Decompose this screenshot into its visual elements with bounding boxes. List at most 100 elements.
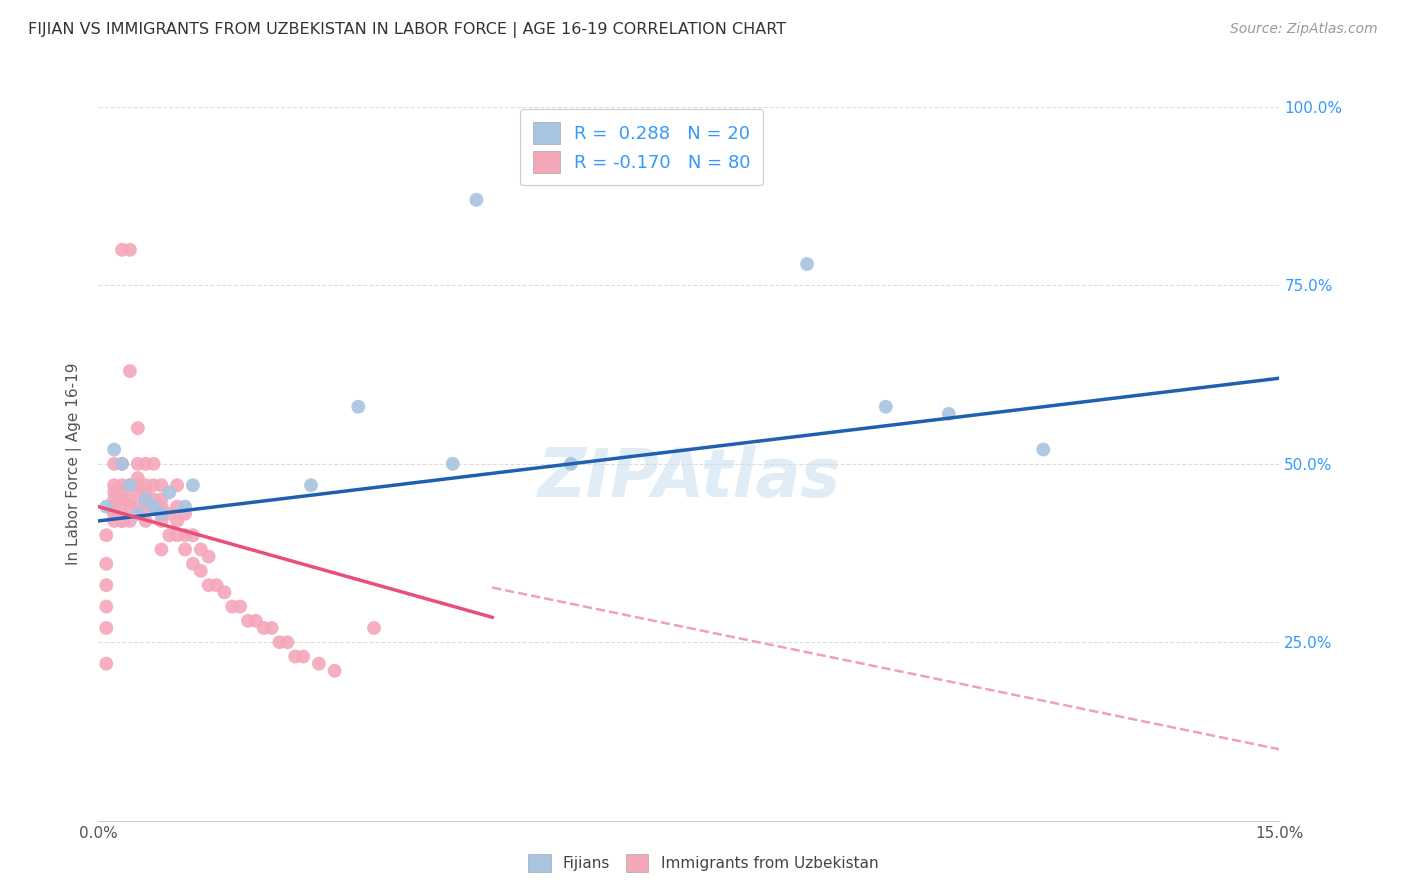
Text: Source: ZipAtlas.com: Source: ZipAtlas.com bbox=[1230, 22, 1378, 37]
Point bbox=[1032, 442, 1054, 457]
Point bbox=[150, 500, 173, 514]
Point bbox=[166, 500, 188, 514]
Point bbox=[276, 635, 298, 649]
Point bbox=[157, 528, 180, 542]
Point bbox=[221, 599, 243, 614]
Point bbox=[103, 442, 125, 457]
Point bbox=[96, 557, 118, 571]
Point bbox=[284, 649, 307, 664]
Point bbox=[157, 485, 180, 500]
Point bbox=[150, 478, 173, 492]
Point bbox=[127, 500, 149, 514]
Point bbox=[142, 500, 165, 514]
Point bbox=[127, 421, 149, 435]
Point bbox=[938, 407, 960, 421]
Point bbox=[111, 492, 134, 507]
Point bbox=[127, 478, 149, 492]
Point bbox=[127, 471, 149, 485]
Point bbox=[111, 514, 134, 528]
Point bbox=[166, 514, 188, 528]
Point bbox=[260, 621, 283, 635]
Point bbox=[150, 492, 173, 507]
Point bbox=[560, 457, 582, 471]
Point bbox=[103, 500, 125, 514]
Point bbox=[127, 485, 149, 500]
Point bbox=[118, 514, 141, 528]
Point bbox=[323, 664, 346, 678]
Point bbox=[135, 500, 157, 514]
Point bbox=[135, 514, 157, 528]
Point bbox=[103, 514, 125, 528]
Point bbox=[127, 507, 149, 521]
Point bbox=[135, 485, 157, 500]
Point bbox=[150, 542, 173, 557]
Point bbox=[205, 578, 228, 592]
Legend: Fijians, Immigrants from Uzbekistan: Fijians, Immigrants from Uzbekistan bbox=[520, 846, 886, 880]
Point bbox=[299, 478, 322, 492]
Point bbox=[135, 492, 157, 507]
Point bbox=[103, 500, 125, 514]
Point bbox=[118, 500, 141, 514]
Point bbox=[150, 507, 173, 521]
Point bbox=[197, 549, 219, 564]
Point bbox=[174, 528, 197, 542]
Y-axis label: In Labor Force | Age 16-19: In Labor Force | Age 16-19 bbox=[66, 362, 83, 566]
Point bbox=[118, 478, 141, 492]
Point bbox=[174, 500, 197, 514]
Point bbox=[111, 514, 134, 528]
Point bbox=[103, 507, 125, 521]
Point bbox=[111, 457, 134, 471]
Point bbox=[103, 485, 125, 500]
Point bbox=[181, 478, 204, 492]
Point bbox=[111, 478, 134, 492]
Point bbox=[127, 457, 149, 471]
Point bbox=[111, 243, 134, 257]
Point bbox=[103, 478, 125, 492]
Text: FIJIAN VS IMMIGRANTS FROM UZBEKISTAN IN LABOR FORCE | AGE 16-19 CORRELATION CHAR: FIJIAN VS IMMIGRANTS FROM UZBEKISTAN IN … bbox=[28, 22, 786, 38]
Point bbox=[181, 557, 204, 571]
Text: ZIPAtlas: ZIPAtlas bbox=[537, 445, 841, 511]
Point bbox=[135, 478, 157, 492]
Point bbox=[229, 599, 252, 614]
Point bbox=[157, 507, 180, 521]
Point bbox=[118, 243, 141, 257]
Point bbox=[96, 621, 118, 635]
Point bbox=[150, 514, 173, 528]
Point bbox=[96, 657, 118, 671]
Point bbox=[190, 564, 212, 578]
Point bbox=[253, 621, 276, 635]
Point bbox=[142, 492, 165, 507]
Point bbox=[118, 364, 141, 378]
Point bbox=[197, 578, 219, 592]
Point bbox=[103, 492, 125, 507]
Point bbox=[111, 500, 134, 514]
Point bbox=[245, 614, 267, 628]
Point bbox=[118, 492, 141, 507]
Point bbox=[103, 507, 125, 521]
Point bbox=[96, 599, 118, 614]
Point bbox=[292, 649, 315, 664]
Point bbox=[142, 457, 165, 471]
Point bbox=[96, 500, 118, 514]
Point bbox=[118, 478, 141, 492]
Point bbox=[174, 542, 197, 557]
Point bbox=[347, 400, 370, 414]
Point bbox=[796, 257, 818, 271]
Point bbox=[96, 528, 118, 542]
Point bbox=[166, 528, 188, 542]
Point bbox=[135, 457, 157, 471]
Point bbox=[190, 542, 212, 557]
Point bbox=[142, 500, 165, 514]
Point bbox=[135, 492, 157, 507]
Legend: R =  0.288   N = 20, R = -0.170   N = 80: R = 0.288 N = 20, R = -0.170 N = 80 bbox=[520, 109, 763, 186]
Point bbox=[181, 528, 204, 542]
Point bbox=[308, 657, 330, 671]
Point bbox=[363, 621, 385, 635]
Point bbox=[111, 457, 134, 471]
Point bbox=[465, 193, 488, 207]
Point bbox=[142, 478, 165, 492]
Point bbox=[111, 485, 134, 500]
Point bbox=[236, 614, 259, 628]
Point bbox=[103, 457, 125, 471]
Point bbox=[269, 635, 291, 649]
